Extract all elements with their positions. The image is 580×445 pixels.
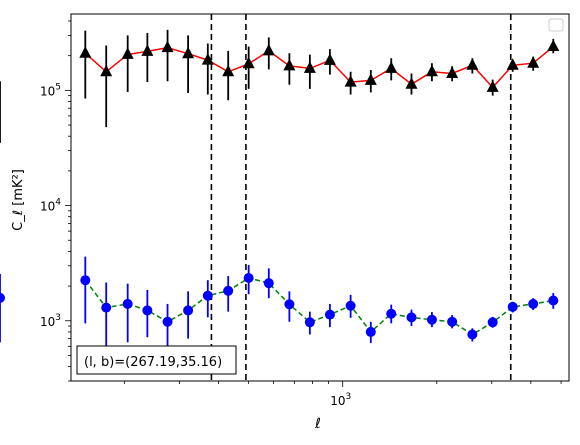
series-1 (0, 29, 560, 143)
data-point (486, 80, 499, 92)
data-point (183, 305, 194, 316)
data-point (101, 302, 112, 313)
data-point (507, 301, 518, 312)
data-point (345, 300, 356, 311)
data-point (426, 314, 437, 325)
series-group (0, 29, 560, 353)
data-point (364, 73, 377, 85)
data-point (182, 46, 195, 59)
y-tick-label: 105 (40, 82, 61, 98)
data-point (79, 46, 92, 58)
series-2 (0, 256, 559, 353)
data-point (0, 292, 5, 303)
y-tick-label: 103 (40, 313, 61, 329)
annotation-text: (l, b)=(267.19,35.16) (84, 355, 222, 370)
data-point (222, 64, 235, 77)
x-axis-label: ℓ (314, 416, 321, 432)
y-tick-label: 104 (40, 198, 61, 214)
annotation-box: (l, b)=(267.19,35.16) (76, 345, 237, 375)
data-point (100, 64, 113, 77)
data-point (304, 317, 315, 328)
data-point (141, 44, 154, 56)
axis-ticks: 103 104 105 103 (40, 20, 562, 408)
data-point (223, 285, 234, 296)
data-point (425, 64, 438, 77)
data-point (242, 56, 255, 69)
data-point (447, 316, 458, 327)
data-point (365, 326, 376, 337)
data-point (161, 40, 174, 53)
data-point (506, 58, 519, 70)
data-point (344, 75, 357, 87)
data-point (466, 58, 479, 70)
data-point (385, 61, 398, 73)
data-point (262, 43, 275, 56)
data-point (547, 39, 560, 52)
data-point (386, 308, 397, 319)
data-point (446, 66, 459, 79)
data-point (548, 295, 559, 306)
data-point (323, 53, 336, 65)
data-point (202, 290, 213, 301)
data-point (122, 298, 133, 309)
data-point (243, 273, 254, 284)
data-point (121, 47, 134, 59)
legend-box[interactable] (548, 18, 564, 32)
data-point (528, 298, 539, 309)
plot-frame (70, 13, 570, 382)
data-point (405, 77, 418, 89)
data-point (162, 316, 173, 327)
data-point (201, 53, 214, 65)
data-point (283, 58, 296, 71)
data-point (80, 275, 91, 286)
data-point (142, 305, 153, 316)
data-point (324, 309, 335, 320)
data-point (527, 56, 540, 68)
data-point (284, 299, 295, 310)
data-point (467, 329, 478, 340)
data-point (406, 312, 417, 323)
data-point (487, 317, 498, 328)
data-point (303, 61, 316, 73)
y-axis-label: C_ℓ [mK²] (11, 169, 26, 231)
annotation-frame (76, 345, 237, 375)
vertical-lines (210, 14, 512, 381)
data-point (263, 278, 274, 289)
x-tick-label: 103 (330, 392, 351, 408)
